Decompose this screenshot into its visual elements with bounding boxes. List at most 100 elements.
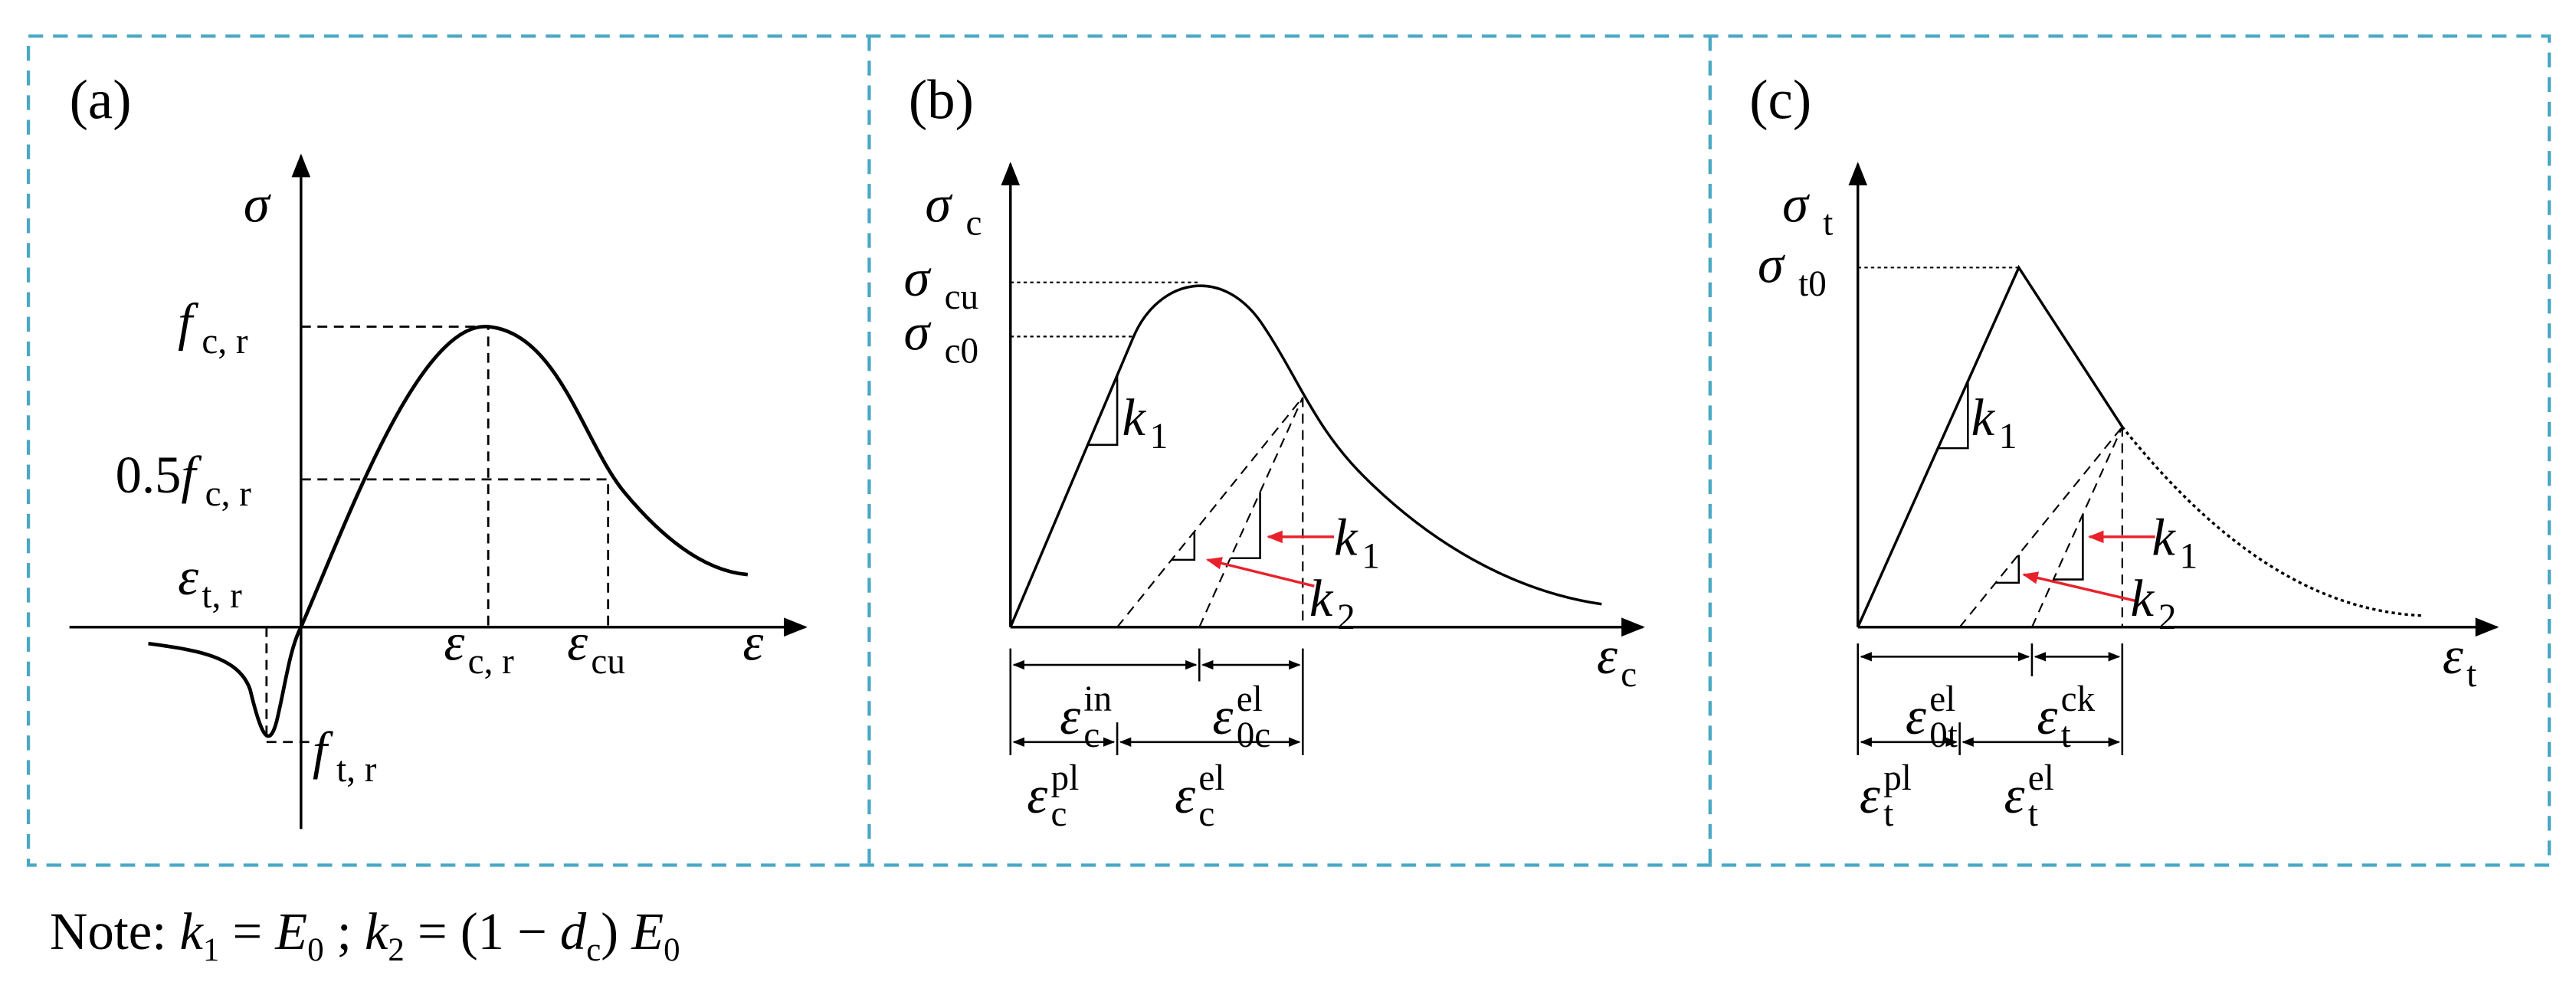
note-text: k [179,902,204,960]
label-sub: t [2466,655,2476,695]
label-main: σ [1782,175,1810,233]
label-symbol: f [178,293,198,352]
frames [26,34,2551,867]
note-text: ; [324,902,365,960]
label-symbol: σ [903,249,931,307]
label-sup: ck [2061,679,2096,719]
note-text: = [219,902,275,960]
panel-a-graphics [69,153,808,830]
label-sub: c [1198,794,1214,834]
label-main: σ [244,175,271,233]
label: ε [742,614,763,672]
label-symbol: k [1971,388,1996,447]
label-sub: cu [591,642,625,682]
label-sub: c [1083,715,1100,755]
label-symbol: k [1122,388,1147,447]
label-main: ε [178,548,198,606]
label-sup: el [1198,758,1224,798]
note-text: ) [601,902,631,960]
label-sub: t [1823,203,1833,243]
label-sub: c, r [202,322,247,362]
label-sup: pl [1051,758,1080,798]
label-sub: t [2061,715,2071,755]
label-main: k [2152,508,2176,566]
label-sub: t [1883,794,1893,834]
label-main: ε [1212,687,1233,745]
label: ε cpl [1027,758,1079,834]
label-prefix: 0.5 [116,446,182,504]
note-text: Note: [50,902,180,960]
label: 0.5f c, r [116,446,252,514]
panel-tag: (a) [70,68,132,130]
label-sub: t [2028,794,2038,834]
label-sup: el [1237,679,1263,719]
label-symbol: ε [1860,766,1880,824]
label-sub: 0c [1237,715,1271,755]
label-sub: c, r [468,642,514,682]
label-main: ε [1027,766,1047,824]
label: ε t, r [178,548,242,616]
label-main: 0.5f [116,446,202,504]
label-main: k [1309,569,1334,627]
label-main: k [2131,569,2155,627]
label-symbol: ε [1906,687,1926,745]
panel-c-graphics [1848,162,2499,755]
label-sub: 1 [2180,537,2198,577]
label: σ t0 [1758,236,1827,304]
label-main: ε [567,614,588,672]
label-main: ε [444,614,464,672]
label-symbol: ε [1060,687,1080,745]
note-text: 0 [664,932,680,968]
note-text: k [365,902,389,960]
panel-b-graphics [1001,162,1646,755]
label-symbol: ε [2004,766,2024,824]
note-text: E [631,902,664,960]
label-symbol: ε [2443,627,2463,685]
label-main: ε [2037,687,2057,745]
label-sub: t, r [202,576,242,616]
label-symbol: σ [244,175,271,233]
note-text: 2 [388,932,404,968]
label-symbol: ε [1175,766,1195,824]
panel-tag: (c) [1749,68,1811,130]
label-main: ε [1860,766,1880,824]
note-text: E [274,902,307,960]
label-sub: 2 [1337,597,1355,637]
label-sub: 1 [1150,417,1168,457]
label-sub: c [1621,655,1637,695]
label-symbol: ε [2037,687,2057,745]
label: ε c, r [444,614,514,682]
label-sup: pl [1883,758,1912,798]
label-symbol: ε [444,614,464,672]
label-symbol: ε [567,614,588,672]
label: f c, r [178,293,248,362]
label-main: ε [742,614,763,672]
label-main: ε [1060,687,1080,745]
label-main: k [1122,388,1147,447]
note-text: 0 [307,932,323,968]
label-symbol: σ [925,175,952,233]
label-sub: 1 [1362,537,1380,577]
label: ε tpl [1860,758,1912,834]
label-sub: c, r [205,474,251,514]
label-main: σ [1758,236,1785,294]
label-sub: c0 [945,332,978,371]
label-symbol: k [2131,569,2155,627]
label-sup: el [2028,758,2054,798]
label-sub: c [965,203,982,243]
panel-tag: (b) [909,68,974,130]
label-symbol: ε [178,548,198,606]
label-symbol: k [1334,508,1358,566]
label-main: f [178,293,198,352]
label-main: ε [1175,766,1195,824]
